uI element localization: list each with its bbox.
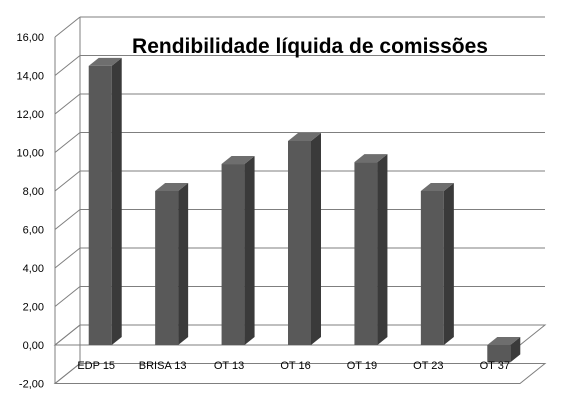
bar-top <box>88 57 122 66</box>
y-axis-tick-labels: -2,00 0,00 2,00 4,00 6,00 8,00 10,00 12,00 14,00… <box>16 32 44 391</box>
bar-top <box>288 132 321 141</box>
y-tick-label: 2,00 <box>23 302 44 314</box>
chart-title: Rendibilidade líquida de comissões <box>132 35 488 58</box>
bar-front <box>288 140 311 345</box>
bar-side <box>111 57 122 345</box>
x-category-label: OT 23 <box>413 360 443 372</box>
gridline-diagonal <box>54 93 81 115</box>
bottom-floor <box>53 363 547 384</box>
y-tick-label: 16,00 <box>16 32 44 44</box>
bar-front <box>487 345 511 363</box>
bar-top <box>487 337 521 345</box>
x-category-label: BRISA 13 <box>139 360 187 372</box>
x-category-label: OT 16 <box>280 360 310 372</box>
bar-top <box>354 154 388 163</box>
bar-front <box>88 65 112 345</box>
gridline-diagonal <box>54 209 81 230</box>
bar-front <box>221 164 245 345</box>
bar <box>88 57 122 345</box>
x-category-label: OT 13 <box>214 360 244 372</box>
gridline-diagonal <box>54 55 81 76</box>
y-tick-label: -2,00 <box>19 379 44 391</box>
bar-front <box>420 191 444 345</box>
x-category-label: EDP 15 <box>77 360 115 372</box>
bar-top <box>221 156 255 165</box>
y-tick-label: 14,00 <box>16 71 44 83</box>
y-tick-label: 10,00 <box>16 148 44 160</box>
y-tick-label: 4,00 <box>23 263 44 275</box>
x-axis-category-labels: EDP 15 BRISA 13 OT 13 OT 16 OT 19 OT 23 OT 37 <box>77 360 510 372</box>
gridline-diagonal <box>54 247 81 269</box>
bar <box>354 154 388 345</box>
bar-side <box>377 154 388 345</box>
y-tick-label: 8,00 <box>23 186 44 198</box>
bar-top <box>420 183 454 191</box>
bar <box>155 183 189 345</box>
bar <box>420 183 454 345</box>
gridline-diagonal <box>54 170 81 192</box>
gridline-diagonal <box>54 16 81 38</box>
gridline-diagonal <box>54 286 81 307</box>
y-tick-label: 6,00 <box>23 225 44 237</box>
x-category-label: OT 19 <box>347 360 377 372</box>
bar-side <box>443 183 454 345</box>
y-tick-label: 0,00 <box>23 340 44 352</box>
bar-side <box>244 156 255 345</box>
y-tick-label: 12,00 <box>16 109 44 121</box>
bar-side <box>510 337 521 363</box>
bar <box>221 156 255 345</box>
bar-side <box>178 183 189 345</box>
x-category-label: OT 37 <box>480 360 510 372</box>
bar-top <box>155 183 189 191</box>
bars <box>88 57 521 363</box>
bar-front <box>155 191 179 345</box>
gridline-diagonal <box>54 132 81 153</box>
bar-side <box>311 132 321 345</box>
bar <box>487 337 521 363</box>
bar <box>288 132 321 345</box>
bar-front <box>354 162 378 345</box>
